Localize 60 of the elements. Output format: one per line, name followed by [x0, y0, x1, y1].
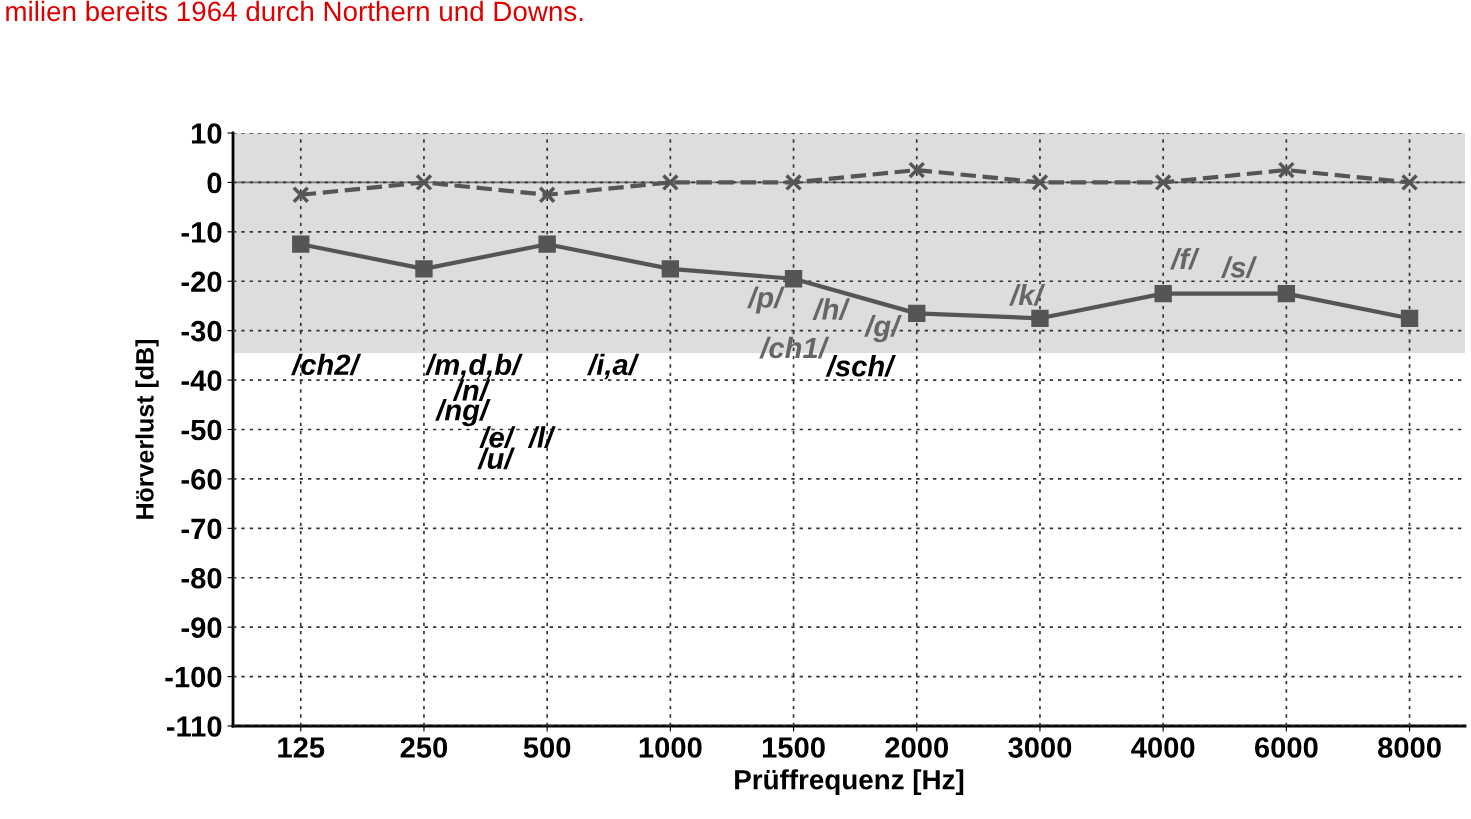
- point: [1277, 284, 1296, 303]
- point: [1400, 173, 1419, 192]
- annotation: /ch2/: [291, 353, 362, 376]
- annotation: /m,d,b/: [425, 353, 523, 380]
- annotation: /f/: [1170, 247, 1200, 270]
- x-tick-label: 500: [523, 737, 571, 758]
- annotation: /e/: [479, 426, 516, 448]
- x-tick-label: 3000: [1008, 737, 1072, 758]
- y-axis-title: Hörverlust [dB]: [135, 339, 159, 519]
- annotation: /i,a/: [587, 353, 640, 380]
- point: [661, 173, 680, 192]
- x-tick-label: 250: [400, 737, 448, 758]
- y-tick-label: -10: [181, 222, 222, 243]
- y-tick-label: 10: [191, 123, 222, 144]
- point: [908, 304, 926, 323]
- y-tick-label: -110: [166, 716, 222, 737]
- point: [1277, 161, 1296, 179]
- x-tick-label: 125: [278, 737, 325, 758]
- point: [292, 186, 310, 204]
- point: [538, 186, 556, 204]
- point: [415, 260, 433, 278]
- annotation: /h/: [812, 298, 851, 321]
- x-axis-title: Prüffrequenz [Hz]: [735, 769, 964, 796]
- annotation: /u/: [477, 447, 515, 470]
- y-tick-label: -20: [181, 271, 222, 293]
- point: [661, 260, 680, 278]
- y-tick-label: -60: [181, 469, 222, 490]
- annotation: /k/: [1009, 283, 1046, 306]
- y-tick-label: 0: [207, 172, 222, 194]
- point: [415, 173, 433, 192]
- point: [1031, 173, 1049, 192]
- annotation: /ng/: [435, 399, 491, 427]
- point: [784, 270, 803, 288]
- point: [908, 161, 926, 179]
- x-tick-label: 1000: [639, 737, 702, 758]
- annotation: /n/: [452, 379, 491, 402]
- annotation: /g/: [864, 315, 902, 343]
- x-tick-label: 2000: [885, 737, 949, 758]
- point: [1031, 309, 1049, 327]
- annotation: /s/: [1221, 256, 1258, 279]
- x-tick-label: 4000: [1131, 737, 1195, 758]
- y-tick-label: -100: [165, 666, 222, 688]
- annotation: /l/: [527, 426, 556, 448]
- x-tick-label: 1500: [762, 737, 825, 758]
- point: [538, 235, 556, 253]
- x-tick-label: 8000: [1378, 737, 1441, 758]
- y-tick-label: -90: [181, 617, 222, 639]
- y-tick-label: -80: [181, 567, 222, 589]
- y-tick-label: -40: [181, 370, 222, 391]
- point: [292, 235, 310, 253]
- annotation: /p/: [747, 286, 785, 314]
- y-tick-label: -50: [181, 419, 222, 441]
- y-tick-label: -30: [181, 320, 222, 342]
- point: [1154, 284, 1172, 303]
- point: [1154, 173, 1172, 192]
- y-tick-label: -70: [181, 518, 222, 540]
- chart-title: milien bereits 1964 durch Northern und Downs.: [6, 0, 583, 22]
- point: [1400, 309, 1419, 327]
- point: [784, 173, 803, 192]
- x-tick-label: 6000: [1254, 737, 1318, 758]
